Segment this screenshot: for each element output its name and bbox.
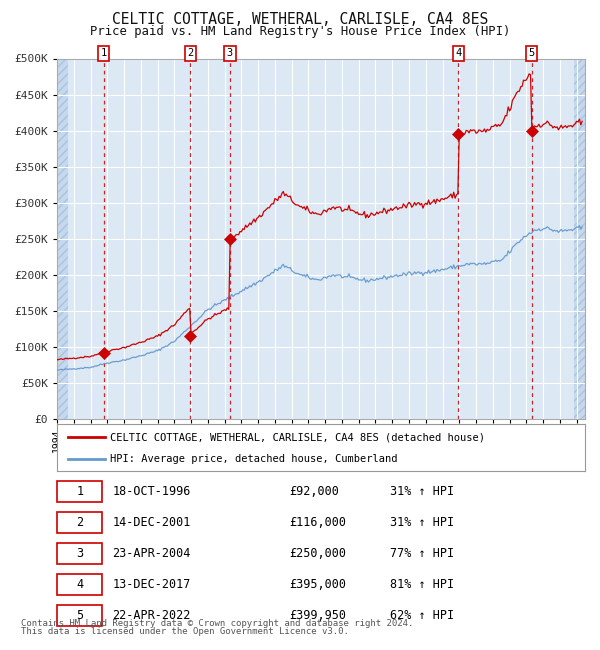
Text: 81% ↑ HPI: 81% ↑ HPI xyxy=(389,578,454,592)
Text: 2: 2 xyxy=(187,49,193,58)
FancyBboxPatch shape xyxy=(57,574,102,595)
Text: £399,950: £399,950 xyxy=(289,610,346,623)
Text: Contains HM Land Registry data © Crown copyright and database right 2024.: Contains HM Land Registry data © Crown c… xyxy=(21,619,413,628)
Text: 13-DEC-2017: 13-DEC-2017 xyxy=(112,578,191,592)
Text: £116,000: £116,000 xyxy=(289,516,346,529)
Text: 3: 3 xyxy=(76,547,83,560)
Text: 4: 4 xyxy=(76,578,83,592)
Text: 31% ↑ HPI: 31% ↑ HPI xyxy=(389,485,454,498)
Text: 1: 1 xyxy=(76,485,83,498)
Text: 5: 5 xyxy=(529,49,535,58)
Text: Price paid vs. HM Land Registry's House Price Index (HPI): Price paid vs. HM Land Registry's House … xyxy=(90,25,510,38)
Text: 62% ↑ HPI: 62% ↑ HPI xyxy=(389,610,454,623)
Bar xyxy=(574,58,585,419)
Text: HPI: Average price, detached house, Cumberland: HPI: Average price, detached house, Cumb… xyxy=(110,454,397,463)
FancyBboxPatch shape xyxy=(57,543,102,564)
Text: This data is licensed under the Open Government Licence v3.0.: This data is licensed under the Open Gov… xyxy=(21,627,349,636)
Text: £250,000: £250,000 xyxy=(289,547,346,560)
Text: 5: 5 xyxy=(76,610,83,623)
Text: 1: 1 xyxy=(101,49,107,58)
Text: 77% ↑ HPI: 77% ↑ HPI xyxy=(389,547,454,560)
Bar xyxy=(57,58,68,419)
Text: CELTIC COTTAGE, WETHERAL, CARLISLE, CA4 8ES (detached house): CELTIC COTTAGE, WETHERAL, CARLISLE, CA4 … xyxy=(110,432,485,442)
FancyBboxPatch shape xyxy=(57,605,102,627)
Text: 2: 2 xyxy=(76,516,83,529)
FancyBboxPatch shape xyxy=(57,512,102,533)
Text: £395,000: £395,000 xyxy=(289,578,346,592)
Text: 3: 3 xyxy=(227,49,233,58)
Text: 18-OCT-1996: 18-OCT-1996 xyxy=(112,485,191,498)
Text: 31% ↑ HPI: 31% ↑ HPI xyxy=(389,516,454,529)
FancyBboxPatch shape xyxy=(57,480,102,502)
Text: 14-DEC-2001: 14-DEC-2001 xyxy=(112,516,191,529)
Text: 23-APR-2004: 23-APR-2004 xyxy=(112,547,191,560)
Text: 22-APR-2022: 22-APR-2022 xyxy=(112,610,191,623)
Text: 4: 4 xyxy=(455,49,461,58)
Text: £92,000: £92,000 xyxy=(289,485,339,498)
Text: CELTIC COTTAGE, WETHERAL, CARLISLE, CA4 8ES: CELTIC COTTAGE, WETHERAL, CARLISLE, CA4 … xyxy=(112,12,488,27)
